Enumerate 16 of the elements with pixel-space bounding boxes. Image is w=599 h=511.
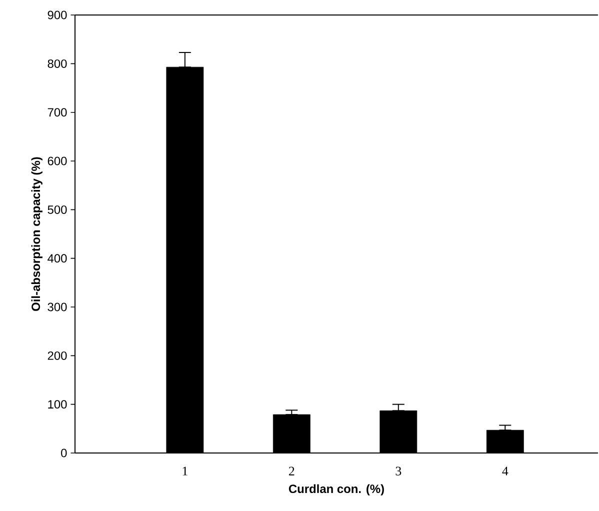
y-tick-label: 500 (48, 205, 67, 214)
y-tick-label: 0 (61, 448, 67, 458)
x-tick-label: 1 (182, 466, 188, 476)
y-axis-title: Oil-absorption capacity (%) (31, 157, 42, 311)
x-tick-label: 3 (396, 466, 402, 476)
x-tick-label: 4 (502, 466, 508, 476)
x-axis-title: Curdlan con. (%) (288, 484, 384, 496)
y-tick-label: 900 (48, 10, 67, 20)
y-tick-label: 600 (48, 156, 67, 166)
y-tick-label: 200 (48, 351, 67, 360)
y-tick-label: 700 (48, 108, 67, 117)
y-tick-label: 300 (48, 302, 67, 312)
x-tick-label: 2 (288, 466, 294, 476)
y-tick-label: 400 (48, 254, 67, 263)
y-tick-label: 800 (48, 59, 67, 68)
y-tick-label: 100 (48, 400, 67, 409)
